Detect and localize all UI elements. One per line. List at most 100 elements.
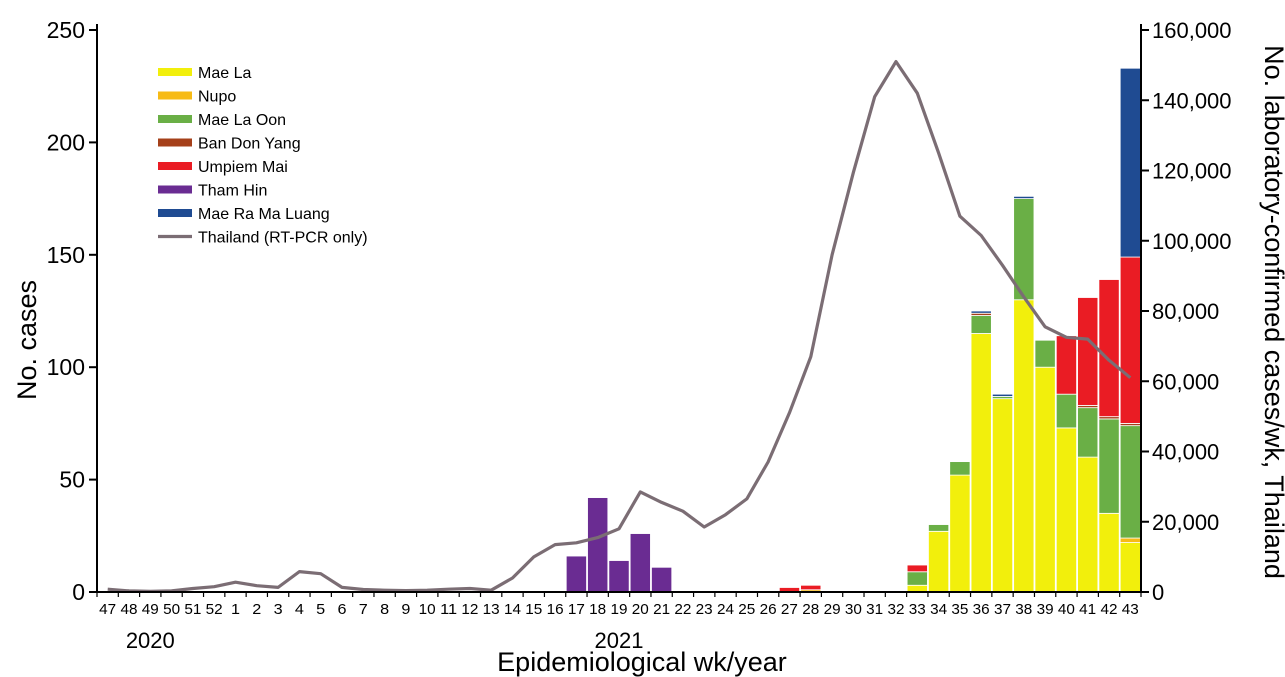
x-tick-label: 10: [419, 601, 436, 618]
legend-label-thailand-rt-pcr-only: Thailand (RT-PCR only): [198, 230, 368, 247]
bar-umpiem-mai-wk43: [1119, 256, 1141, 424]
x-tick-label: 13: [483, 601, 500, 618]
bar-umpiem-mai-wk33: [906, 564, 928, 573]
y2-tick-label: 60,000: [1152, 369, 1219, 394]
x-tick-label: 14: [504, 601, 521, 618]
x-tick-label: 52: [206, 601, 223, 618]
bar-umpiem-mai-wk40: [1055, 335, 1077, 395]
x-tick-label: 7: [359, 601, 368, 618]
bar-mae-la-wk39: [1034, 366, 1056, 593]
x-tick-label: 3: [274, 601, 283, 618]
bar-mae-la-wk34: [928, 530, 950, 593]
y2-tick-label: 20,000: [1152, 510, 1219, 535]
legend-label-mae-la-oon: Mae La Oon: [198, 112, 286, 129]
bar-mae-la-wk35: [949, 474, 971, 593]
year-label: 2021: [595, 628, 644, 653]
y-tick-label: 250: [47, 17, 85, 43]
bar-mae-la-wk38: [1013, 299, 1035, 593]
bar-mae-ra-ma-luang-wk43: [1119, 67, 1141, 258]
x-tick-label: 39: [1037, 601, 1054, 618]
bar-umpiem-mai-wk28: [800, 584, 822, 591]
legend-swatch-ban-don-yang: [158, 138, 192, 147]
bar-mae-ra-ma-luang-wk37: [991, 393, 1014, 397]
x-tick-label: 22: [674, 601, 691, 618]
x-tick-label: 19: [611, 601, 628, 618]
bar-mae-la-oon-wk40: [1055, 393, 1077, 429]
x-tick-label: 36: [973, 601, 990, 618]
x-tick-label: 20: [632, 601, 649, 618]
bar-umpiem-mai-wk42: [1098, 279, 1120, 418]
bar-mae-la-oon-wk36: [970, 315, 992, 334]
x-tick-label: 18: [589, 601, 606, 618]
x-tick-label: 40: [1058, 601, 1075, 618]
legend-label-mae-ra-ma-luang: Mae Ra Ma Luang: [198, 206, 330, 223]
bar-mae-la-oon-wk33: [906, 571, 928, 586]
x-axis-label: Epidemiological wk/year: [497, 647, 787, 677]
x-tick-label: 47: [99, 601, 116, 618]
x-tick-label: 26: [760, 601, 777, 618]
y2-tick-label: 80,000: [1152, 299, 1219, 324]
bar-mae-la-oon-wk35: [949, 461, 971, 476]
x-tick-label: 29: [824, 601, 841, 618]
bar-tham-hin-wk18: [587, 497, 609, 593]
y2-tick-label: 40,000: [1152, 440, 1219, 465]
y2-tick-label: 160,000: [1152, 18, 1232, 43]
legend-swatch-tham-hin: [158, 185, 192, 194]
y-tick-label: 0: [72, 579, 85, 605]
y-tick-label: 150: [47, 242, 85, 268]
x-tick-label: 41: [1079, 601, 1096, 618]
bars-layer: [565, 67, 1141, 593]
bar-mae-la-oon-wk41: [1077, 407, 1099, 458]
bar-umpiem-mai-wk41: [1077, 297, 1099, 406]
bar-nupo-wk43: [1119, 537, 1141, 543]
bar-mae-la-wk37: [991, 398, 1014, 593]
x-tick-label: 8: [380, 601, 389, 618]
y2-tick-label: 100,000: [1152, 229, 1232, 254]
line-layer: [107, 59, 1132, 593]
x-tick-label: 16: [547, 601, 564, 618]
x-tick-label: 24: [717, 601, 734, 618]
x-tick-label: 15: [525, 601, 542, 618]
x-tick-label: 35: [951, 601, 968, 618]
legend: Mae La Nupo Mae La Oon Ban Don Yang Umpiem M…: [158, 65, 368, 247]
x-tick-label: 48: [121, 601, 138, 618]
x-tick-label: 49: [142, 601, 159, 618]
x-tick-label: 28: [802, 601, 819, 618]
y-tick-label: 100: [47, 354, 85, 380]
bar-mae-la-wk41: [1077, 456, 1099, 593]
legend-swatch-umpiem-mai: [158, 162, 192, 170]
x-tick-label: 27: [781, 601, 798, 618]
bar-mae-la-wk43: [1119, 542, 1141, 593]
x-tick-label: 1: [231, 601, 240, 618]
y-tick-label: 50: [59, 467, 85, 493]
bar-tham-hin-wk21: [651, 566, 673, 593]
x-tick-label: 37: [994, 601, 1011, 618]
x-tick-label: 23: [696, 601, 713, 618]
legend-swatch-mae-ra-ma-luang: [158, 209, 192, 217]
x-tick-label: 2: [252, 601, 261, 618]
y2-axis-label: No. laboratory-confirmed cases/wk, Thail…: [1259, 45, 1285, 579]
x-tick-label: 5: [316, 601, 325, 618]
legend-label-umpiem-mai: Umpiem Mai: [198, 159, 288, 176]
y-tick-label: 200: [47, 129, 85, 155]
y2-tick-label: 120,000: [1152, 159, 1232, 184]
legend-swatch-nupo: [158, 91, 192, 100]
bar-mae-la-oon-wk39: [1034, 339, 1056, 368]
x-tick-label: 38: [1015, 601, 1032, 618]
bar-mae-ra-ma-luang-wk36: [970, 310, 992, 314]
y-axis-label: No. cases: [12, 280, 42, 400]
x-tick-label: 17: [568, 601, 585, 618]
x-tick-label: 6: [338, 601, 347, 618]
axes-layer: 050100150200250020,00040,00060,00080,000…: [47, 17, 1232, 653]
legend-label-tham-hin: Tham Hin: [198, 183, 267, 200]
x-tick-label: 25: [738, 601, 755, 618]
x-tick-label: 33: [909, 601, 926, 618]
bar-tham-hin-wk19: [608, 560, 630, 593]
y2-tick-label: 140,000: [1152, 88, 1232, 113]
y2-tick-label: 0: [1152, 580, 1164, 605]
x-tick-label: 32: [888, 601, 905, 618]
x-tick-label: 50: [163, 601, 180, 618]
x-tick-label: 34: [930, 601, 947, 618]
legend-swatch-mae-la-oon: [158, 115, 192, 123]
